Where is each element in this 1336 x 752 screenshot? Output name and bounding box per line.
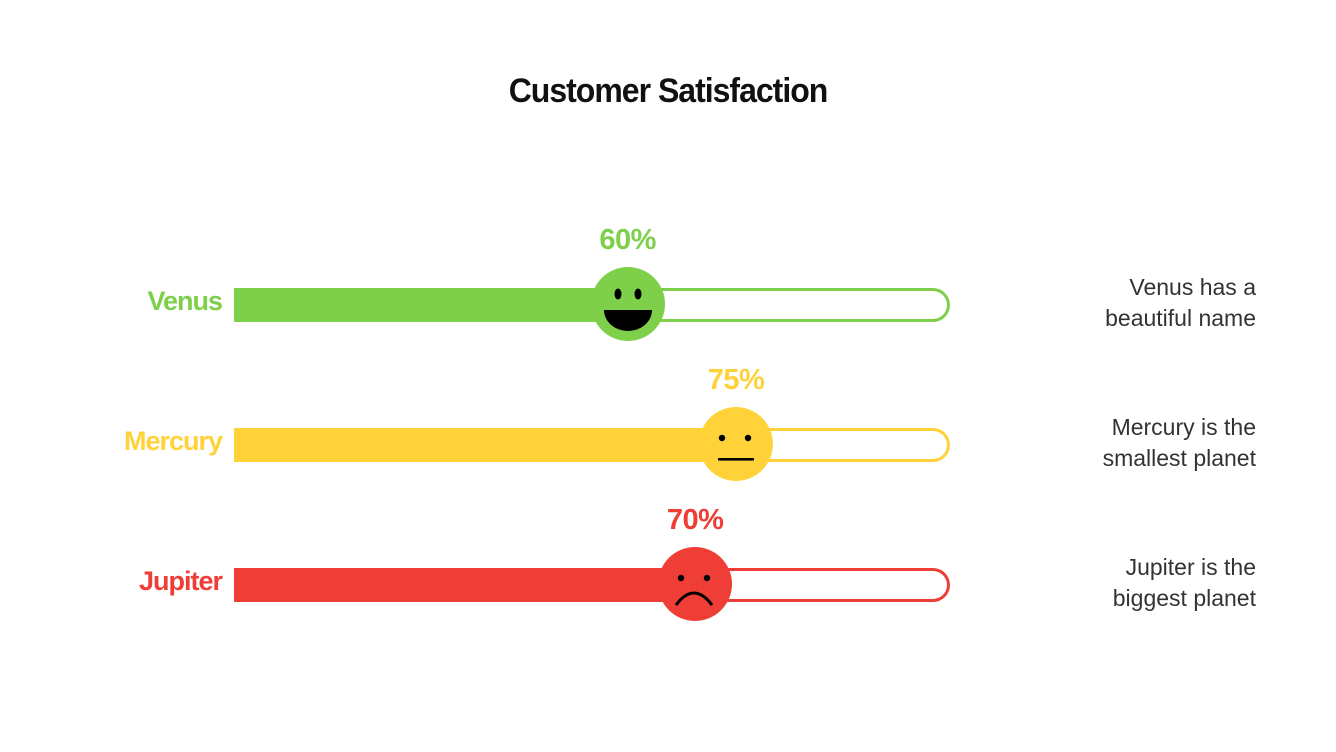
percent-label: 70% bbox=[666, 504, 724, 536]
row-label: Venus bbox=[147, 286, 223, 316]
satisfaction-row-venus: Venus 60% Venus has a beautiful name bbox=[0, 220, 1336, 360]
row-label: Mercury bbox=[123, 426, 223, 456]
row-description: Jupiter is the biggest planet bbox=[996, 552, 1256, 614]
row-description: Venus has a beautiful name bbox=[996, 272, 1256, 334]
sad-face-icon bbox=[658, 547, 733, 621]
description-line: smallest planet bbox=[1102, 445, 1256, 471]
page-title: Customer Satisfaction bbox=[508, 70, 829, 110]
bar-fill bbox=[234, 568, 710, 602]
description-line: beautiful name bbox=[1105, 305, 1256, 331]
description-line: Mercury is the bbox=[1111, 414, 1256, 440]
neutral-face-icon bbox=[699, 407, 773, 481]
description-line: Jupiter is the bbox=[1125, 554, 1256, 580]
bar-fill bbox=[234, 288, 638, 322]
happy-face-icon bbox=[590, 267, 665, 341]
bar-fill bbox=[234, 428, 745, 462]
row-label: Jupiter bbox=[138, 566, 223, 596]
percent-label: 60% bbox=[599, 224, 656, 256]
satisfaction-row-jupiter: Jupiter 70% Jupiter is the biggest plane… bbox=[0, 500, 1336, 640]
satisfaction-row-mercury: Mercury 75% Mercury is the smallest plan… bbox=[0, 360, 1336, 500]
row-description: Mercury is the smallest planet bbox=[996, 412, 1256, 474]
description-line: Venus has a bbox=[1129, 274, 1256, 300]
description-line: biggest planet bbox=[1112, 585, 1256, 611]
percent-label: 75% bbox=[707, 364, 765, 396]
